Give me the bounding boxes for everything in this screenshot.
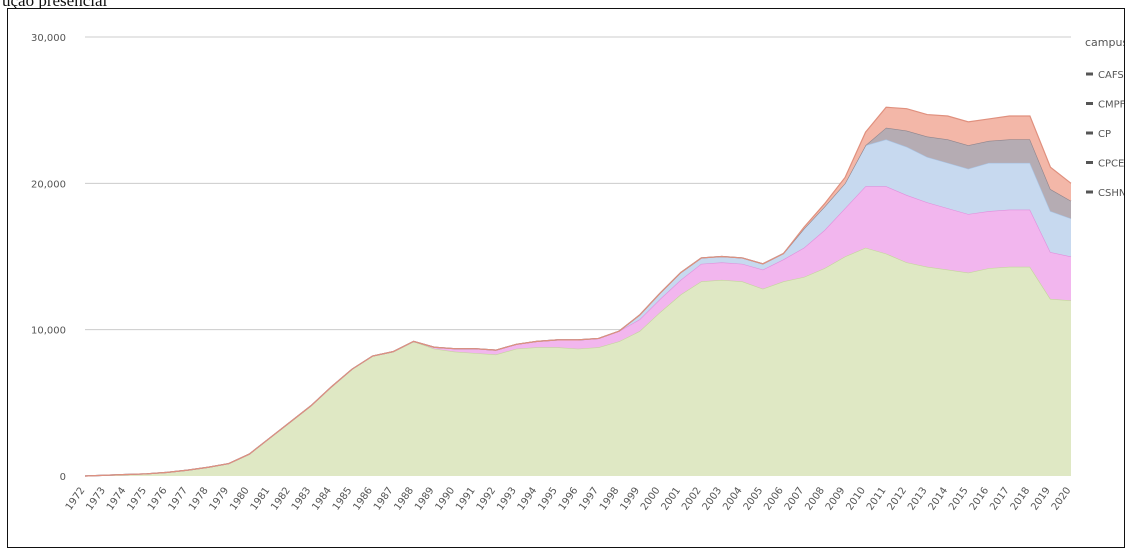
legend-swatch — [1086, 131, 1093, 135]
legend-entry-cpce[interactable]: CPCE — [1098, 159, 1124, 170]
area-series-5 — [85, 107, 1071, 477]
legend-entry-cp[interactable]: CP — [1098, 129, 1111, 140]
area-series-3 — [85, 139, 1071, 476]
area-series-4 — [85, 127, 1071, 476]
legend-swatch — [1086, 161, 1093, 164]
legend-swatch — [1086, 190, 1093, 194]
page-caption: ução presencial — [2, 0, 108, 10]
area-series-2 — [85, 186, 1071, 476]
legend-swatch — [1086, 102, 1093, 105]
chart-frame: 0 10,000 20,000 30,000 1972 1973 1974 1975 1976… — [7, 8, 1125, 548]
y-tick-label: 0 — [60, 472, 66, 483]
legend: campus CAFS CMPF CP CPCE CSHN — [1085, 36, 1125, 199]
y-axis-ticks: 0 10,000 20,000 30,000 — [31, 33, 66, 483]
y-tick-label: 10,000 — [31, 326, 66, 337]
area-layers — [84, 106, 1072, 477]
legend-entry-cmpf[interactable]: CMPF — [1098, 100, 1125, 111]
area-series-5-line — [84, 106, 1072, 477]
y-tick-label: 20,000 — [31, 179, 66, 190]
legend-swatch — [1086, 72, 1093, 76]
y-tick-label: 30,000 — [31, 33, 66, 44]
legend-title: campus — [1085, 36, 1125, 49]
legend-entry-cafs[interactable]: CAFS — [1098, 70, 1124, 81]
area-series-1 — [85, 247, 1071, 476]
legend-entry-cshn[interactable]: CSHN — [1098, 188, 1125, 199]
